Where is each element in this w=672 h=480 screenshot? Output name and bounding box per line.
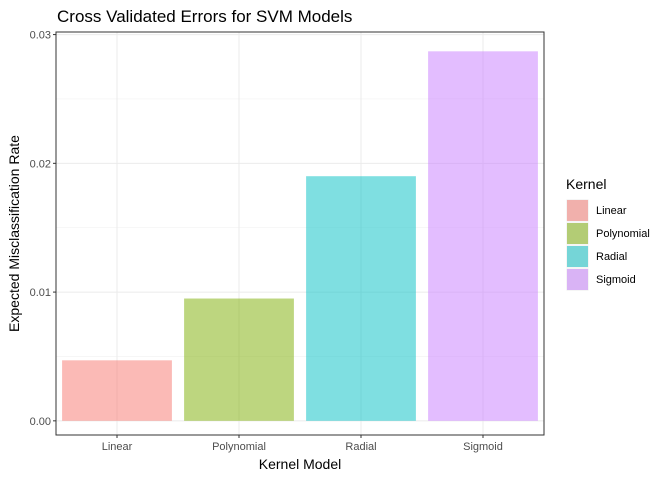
legend-key-sigmoid	[567, 269, 588, 290]
chart-title: Cross Validated Errors for SVM Models	[57, 7, 352, 26]
legend-title: Kernel	[566, 176, 606, 192]
x-tick-label: Polynomial	[212, 441, 266, 453]
x-tick-label: Linear	[102, 441, 133, 453]
y-tick-label: 0.02	[30, 158, 51, 170]
bar-linear	[62, 360, 172, 421]
y-tick-label: 0.03	[30, 30, 51, 42]
y-tick-label: 0.01	[30, 287, 51, 299]
legend-label: Radial	[596, 251, 627, 263]
y-axis-title: Expected Misclassification Rate	[6, 135, 22, 332]
legend-label: Polynomial	[596, 228, 650, 240]
legend: Kernel Linear Polynomial Radial Sigmoid	[565, 176, 650, 292]
bar-sigmoid	[428, 51, 538, 421]
x-tick-label: Sigmoid	[463, 441, 503, 453]
y-tick-label: 0.00	[30, 416, 51, 428]
bar-radial	[306, 176, 416, 421]
axes: 0.00 0.01 0.02 0.03 Linear Polynomial Radial Si…	[30, 30, 503, 453]
bars	[62, 51, 538, 421]
x-tick-label: Radial	[345, 441, 376, 453]
legend-label: Sigmoid	[596, 274, 636, 286]
x-axis-title: Kernel Model	[259, 456, 342, 472]
plot-border	[55, 31, 545, 436]
legend-key-radial	[567, 246, 588, 267]
legend-key-linear	[567, 200, 588, 221]
legend-label: Linear	[596, 205, 627, 217]
bar-polynomial	[184, 298, 294, 421]
legend-key-polynomial	[567, 223, 588, 244]
